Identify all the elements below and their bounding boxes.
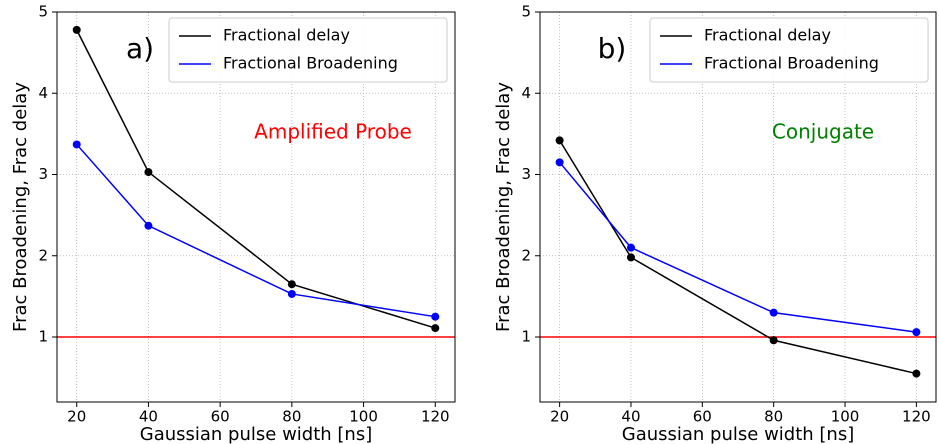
data-point [769, 308, 778, 317]
data-point [769, 336, 778, 345]
x-tick-label: 80 [764, 408, 783, 426]
y-tick-label: 4 [38, 84, 48, 102]
y-axis-label: Frac Broadening, Frac delay [10, 82, 31, 332]
data-point [431, 312, 440, 321]
legend-label: Fractional delay [223, 26, 350, 45]
x-axis-label: Gaussian pulse width [ns] [140, 424, 372, 444]
x-tick-label: 60 [211, 408, 230, 426]
data-point [626, 243, 635, 252]
legend-label: Fractional Broadening [223, 54, 398, 73]
y-tick-label: 3 [521, 165, 531, 183]
x-tick-label: 100 [831, 408, 860, 426]
x-tick-label: 120 [421, 408, 450, 426]
y-axis-label: Frac Broadening, Frac delay [493, 82, 514, 332]
x-tick-label: 20 [67, 408, 86, 426]
data-point [72, 25, 81, 34]
y-tick-label: 5 [38, 3, 48, 21]
y-tick-label: 4 [521, 84, 531, 102]
data-point [287, 289, 296, 298]
legend-label: Fractional delay [704, 26, 831, 45]
x-axis-label: Gaussian pulse width [ns] [622, 424, 854, 444]
data-point [555, 158, 564, 167]
x-tick-label: 60 [693, 408, 712, 426]
legend: Fractional delay Fractional Broadening [168, 17, 448, 83]
x-tick-label: 100 [349, 408, 378, 426]
plot-frame [56, 11, 456, 403]
data-point [144, 168, 153, 177]
y-tick-label: 1 [521, 328, 531, 346]
legend-box [168, 17, 448, 83]
y-tick-label: 2 [521, 246, 531, 264]
data-point [431, 324, 440, 333]
series-line [558, 139, 917, 375]
legend-box [649, 17, 929, 83]
legend-label: Fractional Broadening [704, 54, 879, 73]
annotation: b) [598, 32, 627, 65]
y-tick-label: 5 [521, 3, 531, 21]
x-tick-label: 120 [902, 408, 931, 426]
y-tick-label: 3 [38, 165, 48, 183]
x-tick-label: 20 [550, 408, 569, 426]
data-point [912, 369, 921, 378]
data-point [555, 136, 564, 145]
annotation: Conjugate [772, 120, 874, 144]
annotation: a) [126, 32, 154, 65]
data-point [287, 280, 296, 289]
data-point [72, 140, 81, 149]
data-point [144, 221, 153, 230]
series-line [76, 29, 436, 329]
x-tick-label: 40 [621, 408, 640, 426]
series-line [559, 161, 917, 333]
annotation: Amplified Probe [254, 120, 412, 144]
x-tick-label: 80 [282, 408, 301, 426]
plot-frame [539, 11, 937, 403]
data-point [626, 253, 635, 262]
data-point [912, 328, 921, 337]
y-tick-label: 1 [38, 328, 48, 346]
y-tick-label: 2 [38, 246, 48, 264]
x-tick-label: 40 [139, 408, 158, 426]
legend: Fractional delay Fractional Broadening [649, 17, 929, 83]
series-line [76, 143, 436, 318]
